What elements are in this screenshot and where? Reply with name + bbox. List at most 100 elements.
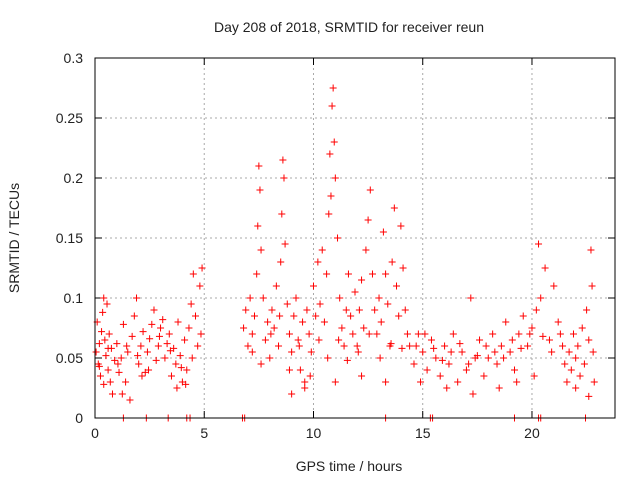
data-point — [145, 366, 153, 374]
data-point — [515, 330, 523, 338]
data-point — [105, 330, 113, 338]
data-point — [166, 347, 174, 355]
data-point — [336, 294, 344, 302]
data-point — [134, 352, 142, 360]
data-point — [517, 344, 525, 352]
data-point — [161, 354, 169, 362]
data-point — [255, 162, 263, 170]
data-point — [257, 246, 265, 254]
data-point — [441, 342, 449, 350]
data-point — [279, 156, 287, 164]
data-point — [362, 246, 370, 254]
data-point — [98, 328, 106, 336]
data-point — [417, 378, 425, 386]
data-point — [257, 360, 265, 368]
data-point — [524, 342, 532, 350]
data-point — [343, 356, 351, 364]
data-point — [473, 352, 481, 360]
data-point — [379, 228, 387, 236]
data-point — [349, 330, 357, 338]
data-point — [115, 368, 123, 376]
data-point — [443, 384, 451, 392]
data-point — [157, 324, 165, 332]
data-point — [119, 320, 127, 328]
data-point — [292, 294, 300, 302]
data-point — [368, 270, 376, 278]
data-point — [454, 378, 462, 386]
data-point — [506, 348, 514, 356]
data-point — [167, 372, 175, 380]
data-point — [100, 294, 108, 302]
data-point — [117, 354, 125, 362]
data-point — [449, 330, 457, 338]
data-point — [365, 330, 373, 338]
data-point — [375, 294, 383, 302]
data-point — [323, 270, 331, 278]
data-point — [419, 348, 427, 356]
data-point — [106, 378, 114, 386]
data-point — [502, 318, 510, 326]
data-point — [266, 354, 274, 362]
y-tick-label: 0.05 — [56, 350, 83, 366]
data-point — [355, 306, 363, 314]
plot-frame — [94, 57, 616, 419]
data-point — [327, 192, 335, 200]
data-point — [410, 360, 418, 368]
data-point — [423, 366, 431, 374]
data-point — [299, 318, 307, 326]
data-point — [388, 258, 396, 266]
data-point — [137, 342, 145, 350]
data-point — [360, 324, 368, 332]
data-point — [358, 372, 366, 380]
data-point — [124, 348, 132, 356]
data-point — [537, 294, 545, 302]
data-point — [438, 356, 446, 364]
data-point — [126, 396, 134, 404]
data-point — [326, 150, 334, 158]
data-point — [305, 330, 313, 338]
data-point — [334, 234, 342, 242]
data-point — [177, 364, 185, 372]
data-point — [270, 324, 278, 332]
data-point — [324, 354, 332, 362]
data-point — [301, 384, 309, 392]
data-point — [532, 306, 540, 314]
y-axis-title: SRMTID / TECUs — [6, 183, 22, 293]
data-point — [519, 312, 527, 320]
data-point — [163, 340, 171, 348]
data-point — [104, 366, 112, 374]
data-point — [393, 282, 401, 290]
data-point — [583, 306, 591, 314]
data-point — [497, 342, 505, 350]
data-point — [192, 312, 200, 320]
data-point — [268, 306, 276, 314]
data-point — [541, 264, 549, 272]
data-point — [174, 318, 182, 326]
data-point — [401, 306, 409, 314]
data-point — [589, 348, 597, 356]
data-point — [181, 336, 189, 344]
data-point — [366, 186, 374, 194]
data-point — [585, 392, 593, 400]
data-point — [574, 342, 582, 350]
data-point — [244, 342, 252, 350]
data-point — [371, 306, 379, 314]
data-point — [301, 378, 309, 386]
data-point — [155, 332, 163, 340]
data-point — [159, 316, 167, 324]
data-point — [276, 312, 284, 320]
tick-labels: 0 0.05 0.1 0.15 0.2 0.25 0.3 0 5 10 15 20 — [56, 50, 540, 441]
y-tick-label: 0.3 — [64, 50, 84, 66]
data-point — [403, 330, 411, 338]
data-point — [275, 342, 283, 350]
data-point — [328, 102, 336, 110]
data-point — [590, 378, 598, 386]
data-point — [545, 336, 553, 344]
x-tick-label: 5 — [200, 425, 208, 441]
data-point — [261, 336, 269, 344]
data-point — [465, 360, 473, 368]
data-point — [118, 390, 126, 398]
data-point — [476, 336, 484, 344]
data-point — [306, 372, 314, 380]
